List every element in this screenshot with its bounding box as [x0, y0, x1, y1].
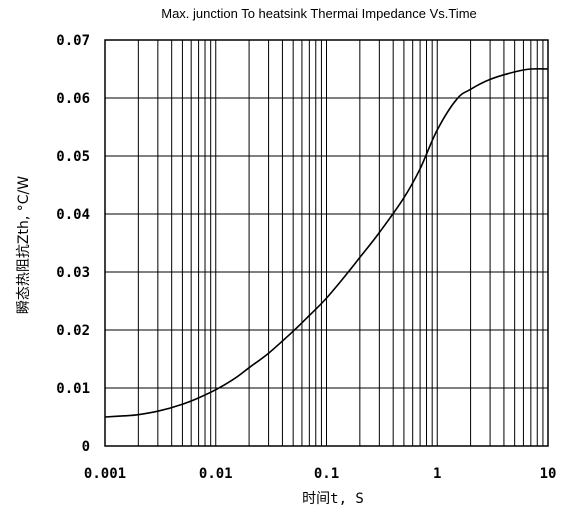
y-tick-label: 0.05 [56, 149, 90, 165]
y-tick-label: 0.03 [56, 265, 90, 281]
x-tick-label: 0.1 [314, 466, 339, 482]
x-tick-label: 1 [433, 466, 441, 482]
impedance-curve [104, 67, 549, 418]
tick-labels: 0.001 0.01 0.1 1 10 0 0.01 0.02 0.03 0.04 0.05 0.06… [56, 33, 556, 482]
y-tick-label: 0.01 [56, 381, 90, 397]
y-tick-label: 0.02 [56, 323, 90, 339]
grid [104, 39, 548, 447]
y-tick-label: 0 [82, 439, 90, 455]
x-axis-label: 时间t, S [302, 491, 364, 507]
y-tick-label: 0.07 [56, 33, 90, 49]
x-tick-label: 0.01 [199, 466, 233, 482]
y-tick-label: 0.06 [56, 91, 90, 107]
y-tick-label: 0.04 [56, 207, 90, 223]
x-tick-label: 0.001 [84, 466, 126, 482]
x-tick-label: 10 [540, 466, 557, 482]
plot-frame [104, 39, 549, 447]
chart-title: Max. junction To heatsink Thermai Impeda… [161, 6, 477, 21]
y-axis-label: 瞬态热阻抗Zth, °C/W [16, 176, 32, 314]
